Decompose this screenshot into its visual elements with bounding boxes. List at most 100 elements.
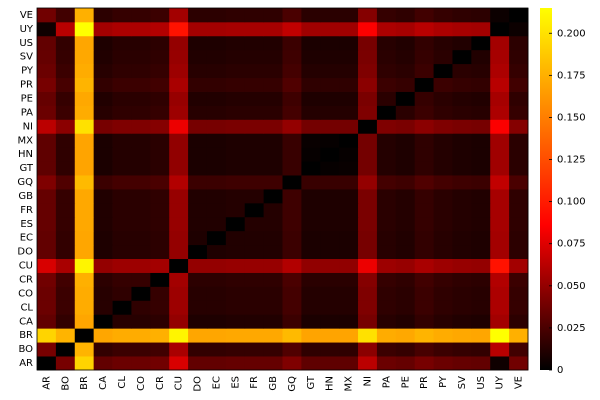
heatmap-cell xyxy=(206,175,227,190)
heatmap-cell xyxy=(376,258,397,273)
heatmap-cell xyxy=(169,216,189,232)
y-tick-label: CO xyxy=(18,288,33,299)
heatmap-cell xyxy=(55,314,76,329)
heatmap-cell xyxy=(301,77,321,92)
heatmap-cell xyxy=(490,356,510,371)
heatmap-cell xyxy=(320,63,340,79)
heatmap-cell xyxy=(150,35,170,51)
heatmap-cell xyxy=(301,230,321,246)
heatmap-cell xyxy=(452,35,472,51)
heatmap-cell xyxy=(490,21,510,37)
colorbar-tick-label: 0.050 xyxy=(557,281,586,292)
heatmap-cell xyxy=(244,189,265,204)
heatmap-cell xyxy=(55,328,76,343)
heatmap-cell xyxy=(169,8,189,23)
colorbar-tick-label: 0.150 xyxy=(557,112,586,123)
heatmap-cell xyxy=(376,189,397,204)
heatmap-cell xyxy=(471,91,491,106)
heatmap-cell xyxy=(282,272,302,287)
heatmap-cell xyxy=(452,230,472,246)
heatmap-cell xyxy=(358,216,378,232)
heatmap-cell xyxy=(244,230,265,246)
heatmap-cell xyxy=(74,49,95,65)
heatmap-cell xyxy=(244,77,265,92)
heatmap-cell xyxy=(301,161,321,176)
y-tick-label: NI xyxy=(23,121,33,132)
heatmap-cell xyxy=(263,147,283,162)
heatmap-cell xyxy=(93,216,113,232)
heatmap-cell xyxy=(395,8,416,23)
heatmap-cell xyxy=(301,21,321,37)
y-tick-label: GT xyxy=(19,163,33,174)
heatmap-cell xyxy=(55,119,76,134)
heatmap-cell xyxy=(433,356,453,371)
heatmap-cell xyxy=(395,105,416,120)
heatmap-cell xyxy=(452,147,472,162)
heatmap-cell xyxy=(376,77,397,92)
heatmap-cell xyxy=(414,175,434,190)
heatmap-cell xyxy=(320,314,340,329)
heatmap-cell xyxy=(339,272,359,287)
heatmap-cell xyxy=(93,314,113,329)
heatmap-cell xyxy=(433,202,453,218)
heatmap-cell xyxy=(509,230,529,246)
heatmap-cell xyxy=(169,202,189,218)
heatmap-cell xyxy=(169,91,189,106)
heatmap-cell xyxy=(376,133,397,148)
heatmap-cell xyxy=(301,314,321,329)
heatmap-cell xyxy=(55,272,76,287)
heatmap-cell xyxy=(509,133,529,148)
heatmap-cell xyxy=(150,202,170,218)
heatmap-cell xyxy=(452,175,472,190)
heatmap-cell xyxy=(433,147,453,162)
heatmap-cell xyxy=(206,147,227,162)
y-tick-label: PE xyxy=(21,94,33,105)
heatmap-cell xyxy=(55,161,76,176)
heatmap-cell xyxy=(358,286,378,301)
heatmap-cell xyxy=(74,63,95,79)
heatmap-cell xyxy=(471,105,491,120)
heatmap-cell xyxy=(188,119,208,134)
colorbar-tick-label: 0.075 xyxy=(557,239,586,250)
heatmap-cell xyxy=(55,300,76,315)
heatmap-cell xyxy=(395,77,416,92)
x-tick-label: GB xyxy=(268,376,279,391)
heatmap-cell xyxy=(282,314,302,329)
heatmap-cell xyxy=(509,189,529,204)
heatmap-cell xyxy=(414,63,434,79)
x-tick-label: CL xyxy=(117,376,128,389)
heatmap-cell xyxy=(206,272,227,287)
heatmap-cell xyxy=(244,8,265,23)
heatmap-cell xyxy=(320,133,340,148)
heatmap-cell xyxy=(169,314,189,329)
heatmap-cell xyxy=(37,272,57,287)
heatmap-cell xyxy=(301,105,321,120)
heatmap-cell xyxy=(244,300,265,315)
heatmap-cell xyxy=(395,147,416,162)
heatmap-cell xyxy=(169,161,189,176)
heatmap-cell xyxy=(74,147,95,162)
heatmap-cell xyxy=(339,63,359,79)
heatmap-cell xyxy=(452,77,472,92)
heatmap-cell xyxy=(263,202,283,218)
heatmap-cell xyxy=(263,161,283,176)
heatmap-cell xyxy=(301,356,321,371)
heatmap-cell xyxy=(358,105,378,120)
heatmap-cell xyxy=(244,356,265,371)
heatmap-cell xyxy=(301,328,321,343)
heatmap-cell xyxy=(263,286,283,301)
heatmap-cell xyxy=(301,49,321,65)
heatmap-cell xyxy=(358,91,378,106)
heatmap-cell xyxy=(74,105,95,120)
heatmap-cell xyxy=(225,314,246,329)
heatmap-cell xyxy=(471,328,491,343)
heatmap-cell xyxy=(282,175,302,190)
heatmap-cell xyxy=(282,342,302,357)
heatmap-cell xyxy=(433,119,453,134)
heatmap-cell xyxy=(471,49,491,65)
heatmap-cell xyxy=(339,230,359,246)
heatmap-cell xyxy=(55,230,76,246)
x-tick-label: AR xyxy=(41,376,52,390)
heatmap-cell xyxy=(452,189,472,204)
heatmap-cell xyxy=(433,49,453,65)
